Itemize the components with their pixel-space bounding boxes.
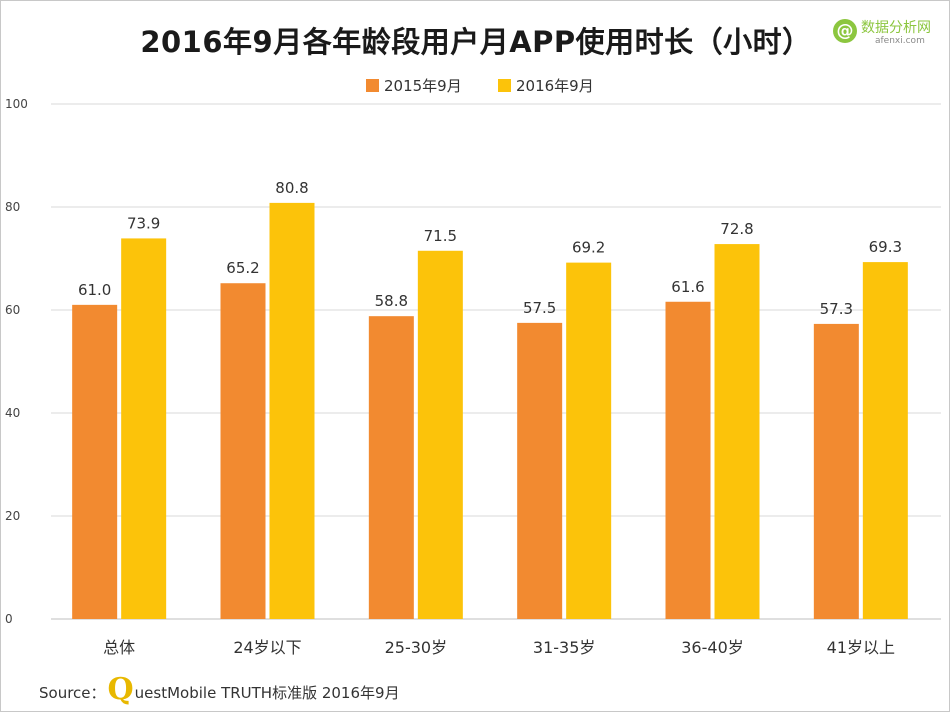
x-tick-label: 总体 (103, 638, 135, 657)
y-tick-label: 60 (5, 303, 20, 317)
brand-logo: @ 数据分析网 afenxi.com (833, 15, 945, 49)
legend-label-2016: 2016年9月 (516, 77, 594, 95)
legend-swatch-2016 (498, 79, 511, 92)
legend-item-2016: 2016年9月 (498, 75, 594, 96)
bar-2015 (220, 283, 266, 619)
bar-2016 (417, 250, 463, 619)
x-tick-label: 25-30岁 (385, 638, 448, 657)
bar-2016 (121, 238, 167, 620)
data-label: 57.3 (820, 300, 853, 318)
x-tick-label: 31-35岁 (533, 638, 596, 657)
data-label: 69.2 (572, 239, 605, 257)
questmobile-q-logo: Q (107, 672, 134, 707)
x-tick-label: 36-40岁 (681, 638, 744, 657)
bar-2015 (72, 304, 118, 619)
data-label: 61.6 (671, 278, 704, 296)
source-prefix: Source： (39, 684, 106, 702)
bar-2016 (566, 262, 612, 619)
data-label: 72.8 (720, 220, 753, 238)
logo-name: 数据分析网 (861, 20, 931, 36)
y-tick-label: 100 (5, 97, 28, 111)
y-tick-label: 80 (5, 200, 20, 214)
source-text: uestMobile TRUTH标准版 2016年9月 (134, 684, 400, 702)
data-label: 58.8 (375, 292, 408, 310)
bar-2016 (862, 262, 908, 619)
chart-legend: 2015年9月 2016年9月 (1, 75, 950, 95)
chart-title: 2016年9月各年龄段用户月APP使用时长（小时） (140, 25, 812, 59)
data-label: 73.9 (127, 214, 160, 232)
bar-2015 (813, 323, 859, 619)
bar-2015 (368, 316, 414, 619)
source-note: Source： Q uestMobile TRUTH标准版 2016年9月 (39, 672, 400, 707)
data-label: 57.5 (523, 299, 556, 317)
legend-label-2015: 2015年9月 (384, 77, 462, 95)
y-tick-label: 20 (5, 509, 20, 523)
data-label: 69.3 (869, 238, 902, 256)
data-label: 61.0 (78, 281, 111, 299)
legend-swatch-2015 (366, 79, 379, 92)
data-label: 71.5 (424, 227, 457, 245)
legend-item-2015: 2015年9月 (366, 75, 462, 96)
bar-2015 (517, 322, 563, 619)
bar-2015 (665, 301, 711, 619)
y-tick-label: 0 (5, 612, 13, 626)
y-tick-label: 40 (5, 406, 20, 420)
data-label: 80.8 (275, 179, 308, 197)
x-tick-label: 41岁以上 (827, 638, 895, 657)
bar-2016 (269, 202, 315, 619)
x-tick-label: 24岁以下 (233, 638, 301, 657)
logo-url: afenxi.com (875, 36, 925, 46)
at-sign-icon: @ (833, 19, 857, 43)
bar-2016 (714, 244, 760, 619)
data-label: 65.2 (226, 259, 259, 277)
